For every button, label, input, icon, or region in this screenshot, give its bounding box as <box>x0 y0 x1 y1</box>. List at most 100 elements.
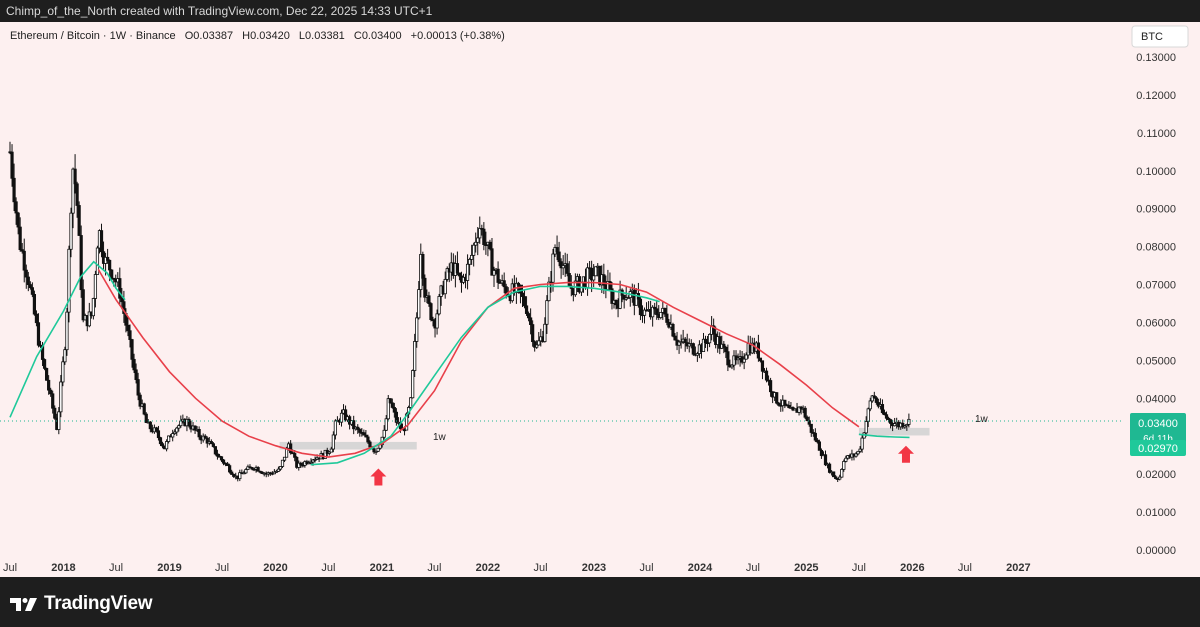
candle-body <box>36 322 41 346</box>
x-tick-label: Jul <box>321 562 335 574</box>
y-tick-label: 0.12000 <box>1136 90 1176 102</box>
candle-body <box>673 335 677 341</box>
candle-body <box>120 297 124 303</box>
candle-body <box>34 313 39 324</box>
ma-price-label: 0.02970 <box>1130 440 1186 456</box>
candle-body <box>99 230 104 253</box>
candle-body <box>443 278 447 295</box>
x-tick-label: 2023 <box>582 562 606 574</box>
candle-body <box>132 358 136 371</box>
candle-body <box>526 313 531 319</box>
candle-body <box>138 394 142 407</box>
candle-body <box>732 355 736 366</box>
candle-body <box>368 441 372 448</box>
candle-body <box>901 422 905 428</box>
price-chart[interactable]: 0.000000.010000.020000.030000.040000.050… <box>0 22 1200 577</box>
candle-body <box>827 463 832 473</box>
price-axis[interactable]: 0.000000.010000.020000.030000.040000.050… <box>1136 52 1176 557</box>
candle-body <box>866 408 870 422</box>
candle-body <box>823 454 828 466</box>
candle-body <box>81 289 85 321</box>
candle-body <box>531 324 535 343</box>
candle-body <box>545 300 549 325</box>
candle-body <box>272 471 276 475</box>
candle-body <box>154 427 159 432</box>
green-moving-average-line <box>9 260 126 418</box>
candle-body <box>472 244 476 256</box>
bar-countdown: 6d 11h <box>1143 434 1173 445</box>
legend-symbol: Ethereum / Bitcoin · 1W · Binance O0.033… <box>10 30 505 42</box>
currency-button[interactable]: BTC <box>1131 25 1189 48</box>
candle-body <box>809 423 813 433</box>
zone-label-2020: 1w <box>433 432 447 443</box>
tradingview-logo[interactable]: TradingView <box>10 593 153 615</box>
candle-body <box>256 467 260 472</box>
candle-body <box>364 434 368 438</box>
x-tick-label: Jul <box>3 562 17 574</box>
candle-body <box>67 248 71 313</box>
candle-body <box>724 346 728 353</box>
candle-body <box>547 281 551 302</box>
candle-body <box>388 398 392 404</box>
candle-body <box>343 409 348 421</box>
candle-body <box>551 253 555 283</box>
candle-body <box>722 343 726 348</box>
candle-body <box>522 296 527 307</box>
candle-body <box>112 277 116 280</box>
candle-body <box>567 273 571 287</box>
candle-body <box>372 448 376 453</box>
time-axis[interactable]: Jul 2018 Jul 2019 Jul 2020 Jul 2021 Jul 2022 Jul 20… <box>3 562 1031 574</box>
last-price-value: 0.03400 <box>1138 418 1178 430</box>
candle-body <box>730 364 734 368</box>
candle-body <box>874 397 878 403</box>
candle-body <box>179 420 183 427</box>
zone-label-2025: 1w <box>975 414 989 425</box>
candle-body <box>148 421 152 430</box>
candle-body <box>907 418 911 425</box>
candle-body <box>543 323 547 342</box>
candle-body <box>362 432 366 436</box>
candle-body <box>392 407 396 413</box>
candle-body <box>142 403 146 415</box>
candle-body <box>642 309 647 316</box>
candle-body <box>175 427 179 433</box>
candle-body <box>309 461 313 464</box>
candle-body <box>516 282 521 286</box>
candle-body <box>734 355 738 361</box>
candle-body <box>77 205 81 236</box>
candle-body <box>691 343 695 355</box>
candle-body <box>415 317 419 342</box>
candle-body <box>274 470 279 473</box>
candle-body <box>313 458 317 461</box>
candle-body <box>520 292 525 297</box>
candle-body <box>47 379 51 391</box>
candle-body <box>655 308 659 315</box>
support-zone[interactable] <box>279 441 417 450</box>
candle-body <box>413 341 417 371</box>
candle-body <box>128 330 132 340</box>
candle-body <box>339 412 344 423</box>
candle-body <box>860 437 864 450</box>
candle-body <box>57 411 61 430</box>
candle-body <box>75 183 79 206</box>
y-tick-label: 0.02000 <box>1136 469 1176 481</box>
candle-body <box>488 241 492 250</box>
candle-body <box>250 467 254 470</box>
candle-body <box>813 432 817 441</box>
candle-body <box>437 296 441 315</box>
support-zone[interactable] <box>858 427 930 436</box>
candle-body <box>106 256 110 261</box>
overlay-layer <box>0 420 1124 486</box>
ma-price-value: 0.02970 <box>1138 443 1178 455</box>
candle-body <box>366 436 370 443</box>
candle-body <box>427 295 431 304</box>
candle-body <box>386 398 390 420</box>
candle-body <box>211 443 215 447</box>
candle-body <box>683 338 687 343</box>
candles-layer <box>8 141 911 482</box>
chart-pane[interactable]: 0.000000.010000.020000.030000.040000.050… <box>0 22 1200 577</box>
candle-body <box>884 414 889 419</box>
candle-body <box>903 425 907 428</box>
candle-body <box>409 397 413 408</box>
candle-body <box>842 461 846 470</box>
